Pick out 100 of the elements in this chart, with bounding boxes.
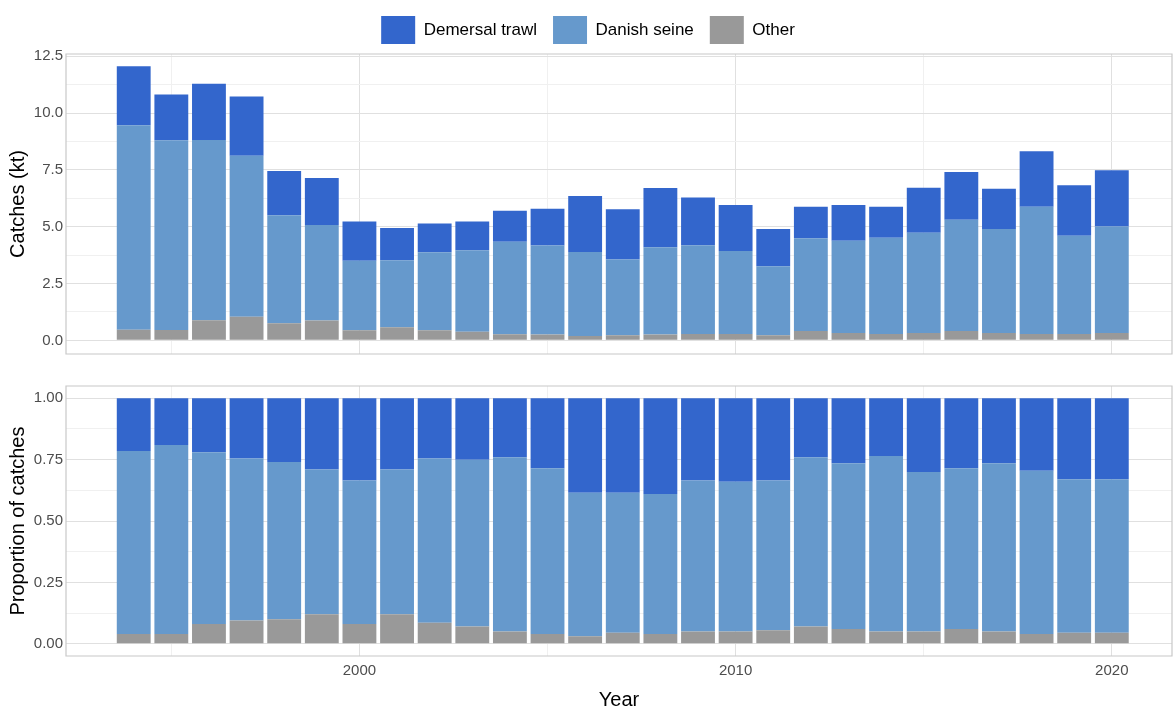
bar <box>267 398 302 463</box>
bar <box>267 171 302 216</box>
bar <box>605 398 640 493</box>
y-axis-title: Catches (kt) <box>5 150 28 258</box>
bar <box>229 316 264 340</box>
bar <box>267 323 302 340</box>
bar <box>793 626 828 644</box>
bar <box>982 188 1016 229</box>
bar <box>831 463 866 629</box>
bar <box>304 469 339 615</box>
y-tick-label: 0.25 <box>33 572 63 590</box>
bar <box>342 221 377 261</box>
bar <box>192 398 226 453</box>
bar <box>718 631 753 644</box>
bar <box>116 398 151 452</box>
bar <box>342 260 377 331</box>
bar <box>869 398 904 456</box>
bar <box>417 398 452 459</box>
bar <box>605 259 640 336</box>
bar <box>530 468 565 634</box>
bar <box>417 622 452 644</box>
bar <box>492 398 527 458</box>
bar <box>568 492 603 637</box>
bar <box>831 333 866 340</box>
bar <box>643 188 678 248</box>
bar <box>869 334 904 340</box>
bar <box>793 457 828 627</box>
bar <box>380 398 414 470</box>
bar <box>718 204 753 252</box>
bar <box>154 140 189 330</box>
bar <box>681 480 715 632</box>
bar <box>718 481 753 632</box>
bar <box>718 398 753 482</box>
bar <box>756 266 791 336</box>
bar <box>116 633 151 644</box>
bar <box>568 251 603 337</box>
bar <box>643 247 678 335</box>
bar <box>342 330 377 340</box>
bar <box>718 334 753 340</box>
bar <box>417 458 452 623</box>
bar <box>831 240 866 334</box>
bar <box>1094 398 1129 480</box>
legend-label: Danish seine <box>595 19 694 39</box>
bar <box>304 224 339 321</box>
bar <box>116 329 151 340</box>
bar <box>1019 151 1054 207</box>
bar <box>492 457 527 632</box>
bar <box>643 334 678 340</box>
bar <box>530 208 565 246</box>
bar <box>756 229 791 267</box>
bar <box>756 335 791 340</box>
bar <box>643 398 678 494</box>
bar <box>229 620 264 644</box>
bar <box>906 471 941 632</box>
bar <box>944 629 979 644</box>
bar <box>793 398 828 458</box>
bar <box>154 94 189 141</box>
bar <box>229 458 264 621</box>
bar <box>116 66 151 126</box>
bar <box>605 335 640 340</box>
bar <box>1057 479 1092 633</box>
bar <box>1019 206 1054 334</box>
bar <box>718 251 753 334</box>
bar <box>154 444 189 634</box>
bar <box>380 228 414 261</box>
bar <box>116 125 151 330</box>
bar <box>906 398 941 472</box>
bar <box>605 632 640 644</box>
bar <box>530 245 565 335</box>
y-tick-label: 10.0 <box>33 103 63 121</box>
bar <box>192 624 226 644</box>
bar <box>643 494 678 634</box>
bar <box>229 96 264 156</box>
bar <box>530 398 565 469</box>
bar <box>530 633 565 644</box>
bar <box>455 459 490 627</box>
bar <box>304 614 339 644</box>
bar <box>342 624 377 644</box>
bar <box>267 462 302 620</box>
bar <box>568 336 603 340</box>
bar <box>1094 632 1129 644</box>
bar <box>982 463 1016 632</box>
bar <box>455 331 490 340</box>
bar <box>982 631 1016 644</box>
bar <box>681 245 715 334</box>
bar <box>944 398 979 469</box>
y-tick-label: 1.00 <box>33 388 63 406</box>
y-tick-label: 0.0 <box>42 330 63 348</box>
bar <box>1019 334 1054 340</box>
bar <box>944 331 979 340</box>
bar <box>605 492 640 633</box>
bar <box>1057 632 1092 644</box>
x-axis-title: Year <box>598 687 640 710</box>
bar <box>793 206 828 239</box>
bar <box>831 204 866 241</box>
bar <box>831 398 866 464</box>
bar <box>1094 333 1129 340</box>
bar <box>192 139 226 321</box>
bar <box>681 631 715 644</box>
bar <box>455 398 490 460</box>
